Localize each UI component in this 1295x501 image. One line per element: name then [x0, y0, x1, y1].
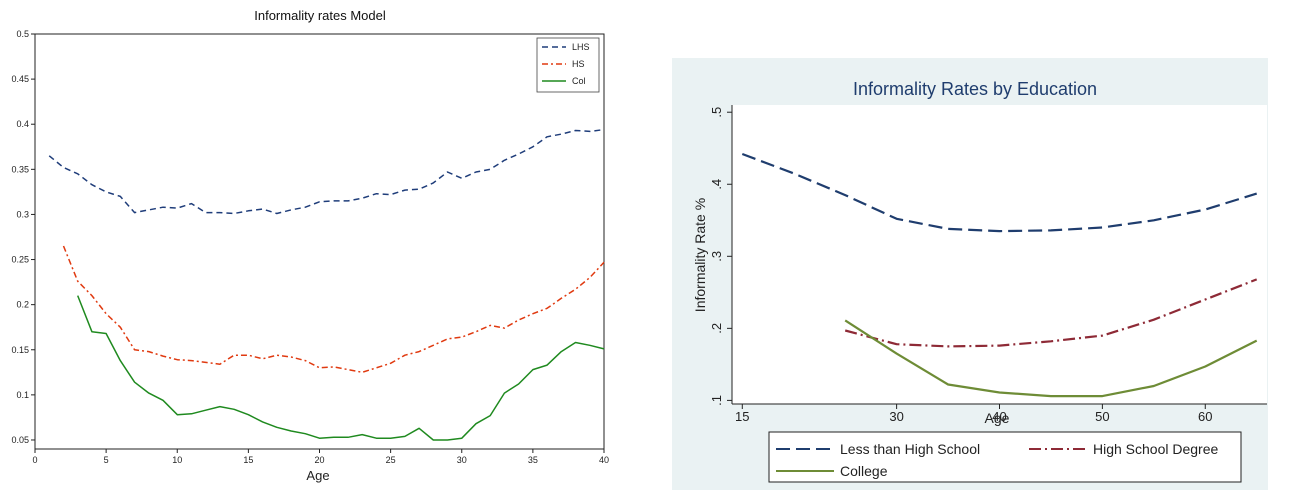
left-plot-frame	[34, 33, 605, 450]
x-tick-label: 20	[314, 455, 324, 465]
x-tick-label: 25	[386, 455, 396, 465]
y-tick-label: 0.45	[11, 74, 29, 84]
y-tick-label: 0.35	[11, 164, 29, 174]
x-tick-label: 30	[457, 455, 467, 465]
right-legend-box	[768, 431, 1242, 483]
y-tick-label: 0.25	[11, 255, 29, 265]
x-tick-label: 60	[1198, 409, 1212, 424]
x-tick-label: 40	[599, 455, 609, 465]
left-y-axis: 0.05 0.1 0.15 0.2 0.25 0.3 0.35 0.4 0.45 0.5	[11, 29, 35, 445]
y-tick-label: .2	[709, 323, 724, 334]
right-legend-label-college: College	[840, 463, 888, 479]
right-legend-label-less-than-high-school: Less than High School	[840, 441, 980, 457]
series-line-less-than-high-school	[741, 152, 1258, 233]
y-tick-label: 0.4	[16, 119, 29, 129]
right-legend-label-high-school-degree: High School Degree	[1093, 441, 1219, 457]
x-tick-label: 40	[992, 409, 1006, 424]
series-line-college	[844, 319, 1258, 398]
y-tick-label: .4	[709, 179, 724, 190]
y-tick-label: .5	[709, 107, 724, 118]
y-tick-label: .1	[709, 395, 724, 406]
right-x-axis: 15 30 40 50 60	[735, 404, 1213, 424]
series-line-lhs	[48, 128, 605, 215]
left-legend: LHS HS Col	[536, 37, 600, 93]
left-series-lines	[48, 128, 605, 441]
right-y-axis: .1 .2 .3 .4 .5	[709, 107, 732, 406]
left-legend-label-col: Col	[572, 76, 586, 86]
series-line-high-school-degree	[844, 278, 1258, 348]
x-tick-label: 10	[172, 455, 182, 465]
right-chart: Informality Rates by Education .1 .2 .3 .4.…	[692, 79, 1267, 483]
right-series-lines	[741, 152, 1258, 398]
y-tick-label: 0.05	[11, 435, 29, 445]
y-tick-label: 0.3	[16, 209, 29, 219]
left-chart-title: Informality rates Model	[254, 8, 386, 23]
right-legend: Less than High School High School Degree…	[768, 431, 1242, 483]
y-tick-label: 0.5	[16, 29, 29, 39]
left-x-axis: 0 5 10 15 20 25 30 35 40	[32, 449, 609, 465]
right-chart-title: Informality Rates by Education	[853, 79, 1097, 99]
x-tick-label: 15	[735, 409, 749, 424]
y-tick-label: 0.1	[16, 390, 29, 400]
left-chart: Informality rates Model 0.050.10.150.20.…	[0, 0, 640, 501]
left-legend-label-lhs: LHS	[572, 42, 590, 52]
right-y-axis-label: Informality Rate %	[692, 198, 708, 312]
x-tick-label: 50	[1095, 409, 1109, 424]
x-tick-label: 30	[889, 409, 903, 424]
x-tick-label: 0	[32, 455, 37, 465]
x-tick-label: 35	[528, 455, 538, 465]
y-tick-label: 0.15	[11, 345, 29, 355]
right-plot-area	[732, 105, 1267, 404]
y-tick-label: .3	[709, 251, 724, 262]
right-x-axis-label: Age	[985, 410, 1010, 426]
y-tick-label: 0.2	[16, 300, 29, 310]
x-tick-label: 5	[104, 455, 109, 465]
x-tick-label: 15	[243, 455, 253, 465]
left-x-axis-label: Age	[306, 468, 329, 483]
series-line-col	[77, 295, 605, 441]
left-legend-box	[536, 37, 600, 93]
left-legend-label-hs: HS	[572, 59, 585, 69]
